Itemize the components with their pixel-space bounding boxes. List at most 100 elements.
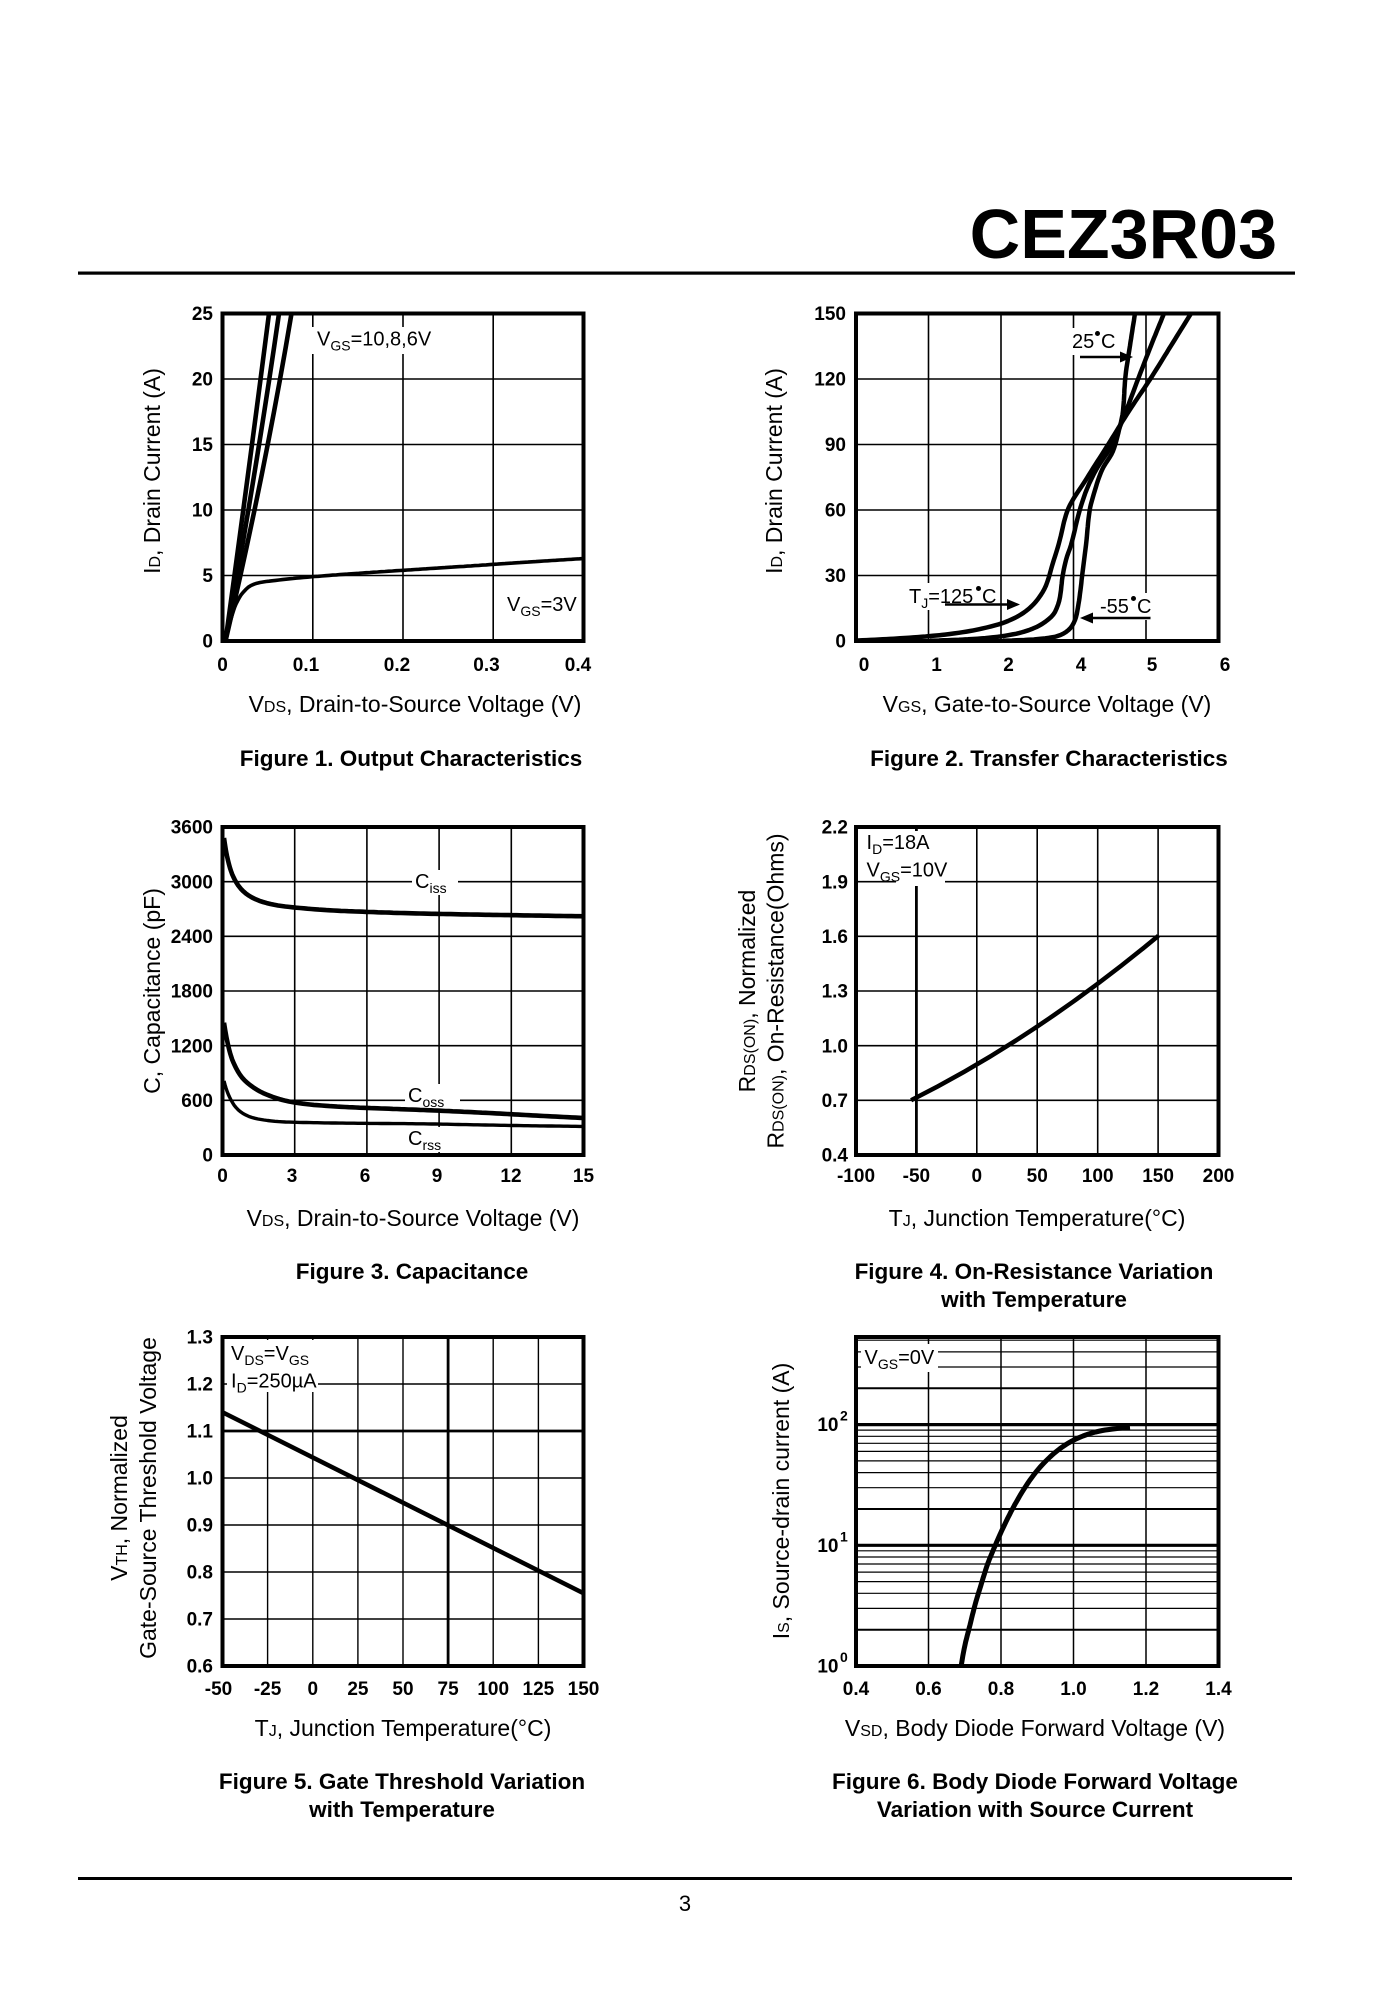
svg-text:1800: 1800: [171, 982, 213, 1003]
svg-text:VTH, Normalized: VTH, Normalized: [106, 1415, 132, 1581]
svg-text:0: 0: [202, 632, 213, 653]
svg-text:1.3: 1.3: [187, 1328, 213, 1349]
svg-text:1.2: 1.2: [1133, 1679, 1159, 1700]
svg-text:0.6: 0.6: [915, 1679, 941, 1700]
svg-text:6: 6: [1220, 655, 1231, 676]
svg-text:200: 200: [1203, 1166, 1235, 1187]
svg-text:25: 25: [347, 1679, 369, 1700]
svg-text:TJ​=125: TJ​=125: [909, 586, 973, 611]
svg-text:0.3: 0.3: [473, 655, 499, 676]
svg-text:VDS, Drain-to-Source Voltage (: VDS, Drain-to-Source Voltage (V): [249, 691, 582, 717]
svg-text:0.1: 0.1: [293, 655, 320, 676]
svg-text:ID, Drain Current (A): ID, Drain Current (A): [139, 368, 165, 574]
svg-text:75: 75: [438, 1679, 460, 1700]
svg-text:0.4: 0.4: [822, 1146, 849, 1167]
svg-text:1: 1: [931, 655, 942, 676]
svg-text:VGS​=10V: VGS​=10V: [867, 860, 949, 885]
svg-text:15: 15: [192, 435, 214, 456]
svg-text:12: 12: [500, 1166, 521, 1187]
svg-text:0.9: 0.9: [187, 1516, 213, 1537]
svg-text:Figure 1. Output Characteristi: Figure 1. Output Characteristics: [240, 746, 583, 771]
svg-text:Ciss​: Ciss​: [415, 871, 447, 896]
svg-text:0: 0: [840, 1649, 848, 1665]
svg-text:150: 150: [568, 1679, 600, 1700]
svg-text:120: 120: [814, 370, 846, 391]
svg-text:Figure 3. Capacitance: Figure 3. Capacitance: [296, 1259, 529, 1284]
svg-text:VDS, Drain-to-Source Voltage (: VDS, Drain-to-Source Voltage (V): [247, 1205, 580, 1231]
svg-text:90: 90: [825, 435, 846, 456]
svg-text:Crss​: Crss​: [408, 1128, 441, 1153]
svg-text:9: 9: [432, 1166, 443, 1187]
svg-text:RDS(ON), Normalized: RDS(ON), Normalized: [734, 890, 760, 1093]
svg-text:10: 10: [817, 1657, 838, 1678]
svg-text:150: 150: [1142, 1166, 1174, 1187]
svg-text:0.7: 0.7: [822, 1091, 848, 1112]
svg-text:0: 0: [217, 1166, 228, 1187]
svg-text:3: 3: [679, 1891, 691, 1916]
svg-text:ID, Drain Current (A): ID, Drain Current (A): [761, 368, 787, 574]
svg-text:25: 25: [192, 304, 214, 325]
svg-text:VGS​=10,8,6V: VGS​=10,8,6V: [317, 329, 432, 354]
svg-text:2: 2: [840, 1408, 848, 1424]
svg-text:6: 6: [360, 1166, 371, 1187]
svg-text:1.0: 1.0: [822, 1036, 848, 1057]
svg-text:0: 0: [835, 632, 846, 653]
svg-text:0: 0: [202, 1146, 213, 1167]
svg-text:0.6: 0.6: [187, 1657, 213, 1678]
svg-text:0.4: 0.4: [565, 655, 592, 676]
svg-text:0: 0: [217, 655, 228, 676]
svg-text:0: 0: [859, 655, 870, 676]
svg-text:-100: -100: [837, 1166, 875, 1187]
svg-text:0: 0: [972, 1166, 983, 1187]
svg-text:1.0: 1.0: [1060, 1679, 1086, 1700]
svg-text:2.2: 2.2: [822, 818, 848, 839]
svg-text:100: 100: [477, 1679, 509, 1700]
svg-text:-50: -50: [205, 1679, 232, 1700]
svg-text:150: 150: [814, 304, 846, 325]
svg-text:with Temperature: with Temperature: [308, 1797, 495, 1822]
svg-text:0.2: 0.2: [384, 655, 410, 676]
svg-text:2400: 2400: [171, 927, 213, 948]
svg-text:with Temperature: with Temperature: [940, 1287, 1127, 1312]
svg-text:Variation with Source Current: Variation with Source Current: [877, 1797, 1194, 1822]
svg-text:10: 10: [817, 1536, 838, 1557]
svg-text:TJ, Junction Temperature(°C): TJ, Junction Temperature(°C): [255, 1715, 552, 1741]
svg-text:1.9: 1.9: [822, 872, 848, 893]
svg-text:1200: 1200: [171, 1036, 213, 1057]
svg-text:CEZ3R03: CEZ3R03: [970, 195, 1277, 273]
svg-text:20: 20: [192, 370, 213, 391]
svg-text:C, Capacitance (pF): C, Capacitance (pF): [139, 888, 165, 1094]
svg-text:1.3: 1.3: [822, 982, 848, 1003]
svg-text:125: 125: [523, 1679, 555, 1700]
svg-text:-55: -55: [1100, 596, 1129, 618]
svg-text:5: 5: [1147, 655, 1158, 676]
svg-text:30: 30: [825, 566, 846, 587]
svg-text:0: 0: [308, 1679, 319, 1700]
svg-text:0.8: 0.8: [988, 1679, 1014, 1700]
svg-text:ID​=250µA: ID​=250µA: [231, 1371, 317, 1396]
svg-text:1: 1: [840, 1528, 848, 1544]
svg-text:Coss​: Coss​: [408, 1085, 444, 1110]
svg-text:RDS(ON), On-Resistance(Ohms): RDS(ON), On-Resistance(Ohms): [763, 833, 789, 1148]
svg-text:C: C: [982, 586, 996, 608]
svg-text:1.4: 1.4: [1205, 1679, 1232, 1700]
svg-text:4: 4: [1076, 655, 1087, 676]
svg-text:Gate-Source Threshold Voltage: Gate-Source Threshold Voltage: [135, 1337, 161, 1659]
svg-text:ID​=18A: ID​=18A: [867, 832, 931, 857]
svg-text:TJ, Junction Temperature(°C): TJ, Junction Temperature(°C): [889, 1205, 1186, 1231]
svg-text:VDS​=VGS​: VDS​=VGS​: [231, 1343, 309, 1368]
svg-text:10: 10: [817, 1415, 838, 1436]
svg-text:1.6: 1.6: [822, 927, 848, 948]
svg-text:Figure 2. Transfer Characteris: Figure 2. Transfer Characteristics: [870, 746, 1228, 771]
svg-text:VSD, Body Diode Forward Voltag: VSD, Body Diode Forward Voltage (V): [845, 1715, 1225, 1741]
svg-text:-25: -25: [254, 1679, 282, 1700]
svg-text:3000: 3000: [171, 872, 213, 893]
svg-text:Figure 5. Gate Threshold Varia: Figure 5. Gate Threshold Variation: [219, 1769, 585, 1794]
svg-text:-50: -50: [903, 1166, 930, 1187]
svg-text:VGS, Gate-to-Source Voltage (V: VGS, Gate-to-Source Voltage (V): [883, 691, 1212, 717]
svg-text:60: 60: [825, 501, 846, 522]
svg-text:0.7: 0.7: [187, 1610, 213, 1631]
svg-text:0.8: 0.8: [187, 1563, 213, 1584]
svg-text:VGS​=0V: VGS​=0V: [865, 1347, 935, 1372]
svg-text:2: 2: [1003, 655, 1014, 676]
